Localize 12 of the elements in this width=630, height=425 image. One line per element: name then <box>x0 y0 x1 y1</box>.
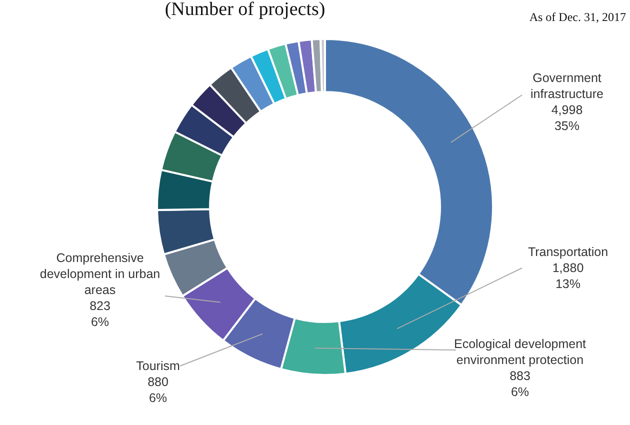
data-label: 883 6% <box>510 369 530 399</box>
slice-label: Transportation <box>528 245 608 259</box>
chart-title: (Number of projects) <box>164 0 326 20</box>
slice-label: Comprehensive development in urban areas <box>40 251 160 297</box>
slice-label: Ecological development environment protection <box>454 337 587 367</box>
slice-label: Government infrastructure <box>530 71 604 101</box>
data-label: 4,998 35% <box>551 103 583 133</box>
data-label: 1,880 13% <box>552 261 584 291</box>
slice-label: Tourism <box>136 359 180 373</box>
data-label: 880 6% <box>148 375 168 405</box>
data-label: 823 6% <box>90 299 110 329</box>
text: As of Dec. 31, 2017 <box>529 10 626 24</box>
